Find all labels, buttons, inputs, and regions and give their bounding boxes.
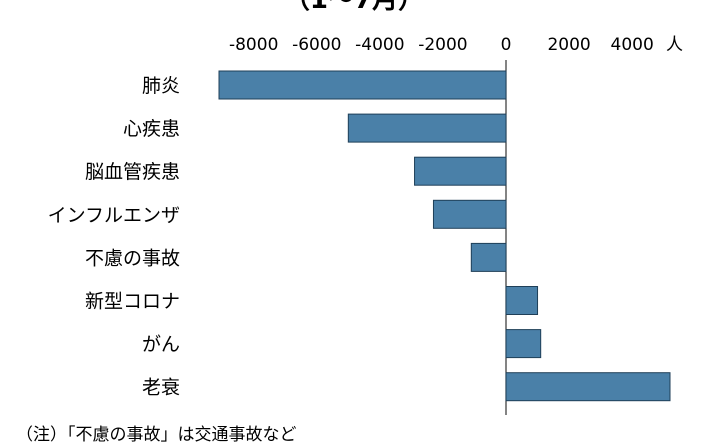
bar-6 xyxy=(505,329,542,359)
bar-7 xyxy=(505,372,671,402)
footnote: （注）「不慮の事故」は交通事故など xyxy=(16,425,297,443)
unit-label: 人 xyxy=(666,35,683,55)
category-label: 心疾患 xyxy=(123,118,180,140)
bars xyxy=(218,70,671,402)
x-tick-label: 4000 xyxy=(611,35,654,55)
bar-1 xyxy=(347,113,507,143)
x-axis-ticks: -8000 -6000 -4000 -2000 0 2000 4000 xyxy=(229,35,654,55)
x-tick-label: 0 xyxy=(501,35,512,55)
x-tick-label: -8000 xyxy=(229,35,278,55)
x-tick-label: 2000 xyxy=(547,35,590,55)
category-label: がん xyxy=(142,334,180,356)
x-tick-label: -2000 xyxy=(418,35,467,55)
category-label: 脳血管疾患 xyxy=(85,161,180,183)
bar-3 xyxy=(432,199,507,229)
bar-2 xyxy=(414,156,507,186)
chart-title: （1～7月） xyxy=(284,0,424,15)
category-label: 肺炎 xyxy=(142,75,180,97)
bar-0 xyxy=(218,70,507,100)
category-label: インフルエンザ xyxy=(48,204,180,226)
category-label: 老衰 xyxy=(142,377,180,399)
bar-5 xyxy=(505,286,539,315)
category-label: 不慮の事故 xyxy=(85,247,180,269)
category-label: 新型コロナ xyxy=(85,291,180,313)
x-tick-label: -6000 xyxy=(292,35,341,55)
bar-4 xyxy=(470,242,507,272)
x-tick-label: -4000 xyxy=(355,35,404,55)
